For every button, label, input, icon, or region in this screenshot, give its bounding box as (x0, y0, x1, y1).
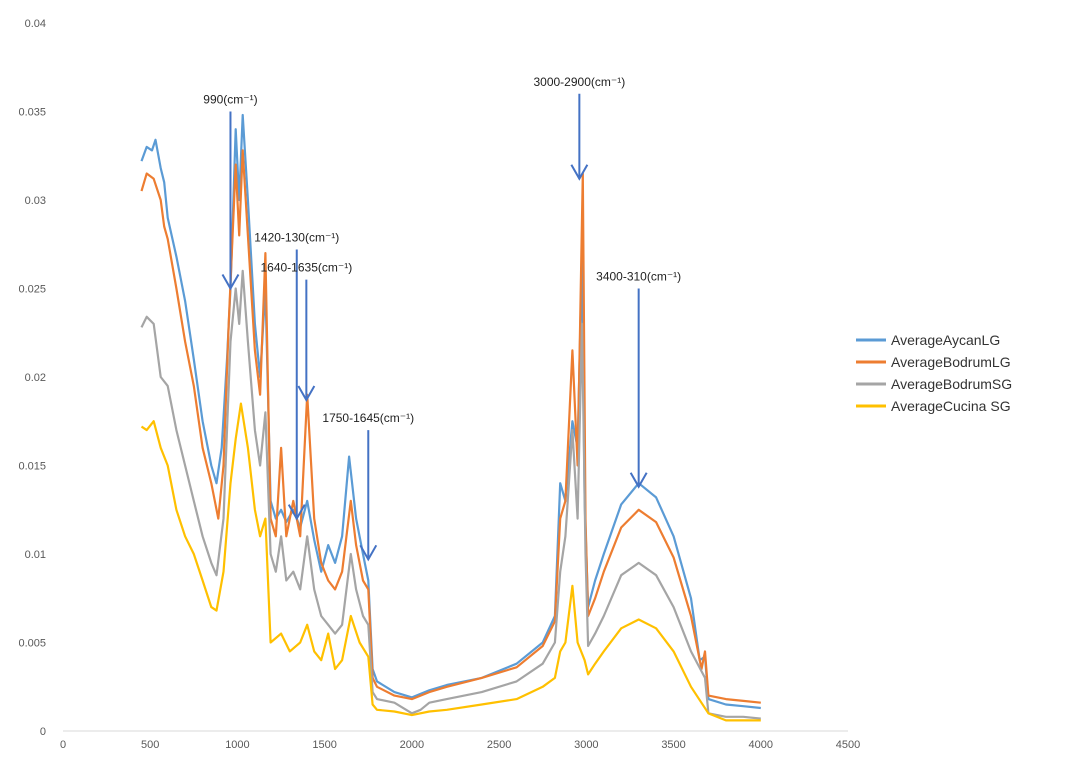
legend: AverageAycanLG AverageBodrumLG AverageBodr… (856, 332, 1012, 414)
series-line-3 (140, 402, 761, 722)
legend-label-0: AverageAycanLG (891, 332, 1000, 348)
annotation-label-2: 1640-1635(cm⁻¹) (260, 261, 352, 275)
annotation-label-4: 3000-2900(cm⁻¹) (533, 75, 625, 89)
annotation-arrowhead-1 (287, 504, 306, 521)
axes: 0 500 1000 1500 2000 2500 3000 3500 4000 4500 0 0.0… (18, 18, 860, 751)
series-layer (140, 113, 761, 722)
y-tick-label: 0.025 (18, 284, 46, 296)
y-tick-label: 0.03 (25, 195, 46, 207)
annotation-arrowhead-4 (570, 164, 589, 181)
y-tick-label: 0.02 (25, 372, 46, 384)
legend-label-1: AverageBodrumLG (891, 354, 1011, 370)
series-line-0 (140, 113, 761, 710)
annotation-arrowhead-5 (629, 472, 648, 489)
x-tick-label: 3500 (661, 739, 685, 751)
x-tick-label: 2500 (487, 739, 511, 751)
x-tick-label: 3000 (574, 739, 598, 751)
x-tick-label: 2000 (400, 739, 424, 751)
x-tick-label: 4000 (749, 739, 773, 751)
y-tick-label: 0.035 (18, 107, 46, 119)
annotation-label-1: 1420-130(cm⁻¹) (254, 231, 339, 245)
legend-label-2: AverageBodrumSG (891, 376, 1012, 392)
annotation-layer: 990(cm⁻¹) 1420-130(cm⁻¹) 1640-1635(cm⁻¹) 17… (203, 75, 681, 562)
y-tick-label: 0.01 (25, 549, 46, 561)
annotation-arrowhead-3 (359, 544, 378, 562)
x-tick-label: 4500 (836, 739, 860, 751)
annotation-arrowhead-2 (297, 385, 316, 403)
annotation-arrowhead-0 (221, 274, 240, 291)
y-tick-label: 0.015 (18, 461, 46, 473)
annotation-label-0: 990(cm⁻¹) (203, 93, 257, 107)
annotation-label-5: 3400-310(cm⁻¹) (596, 270, 681, 284)
annotation-label-3: 1750-1645(cm⁻¹) (322, 411, 414, 425)
x-tick-label: 1500 (312, 739, 336, 751)
x-tick-label: 0 (60, 739, 66, 751)
y-tick-label: 0.005 (18, 638, 46, 650)
legend-label-3: AverageCucina SG (891, 398, 1011, 414)
x-tick-label: 1000 (225, 739, 249, 751)
series-line-1 (140, 149, 761, 704)
x-tick-label: 500 (141, 739, 159, 751)
y-tick-label: 0.04 (25, 18, 46, 30)
series-line-2 (140, 269, 761, 720)
y-tick-label: 0 (40, 726, 46, 738)
